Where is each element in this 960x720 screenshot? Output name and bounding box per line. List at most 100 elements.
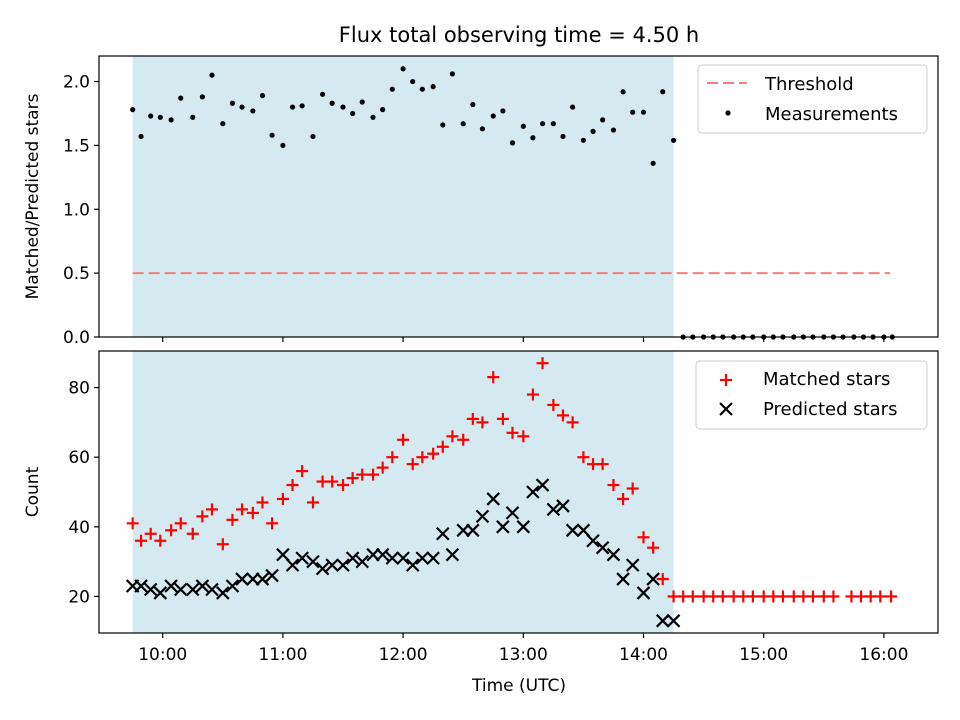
predicted-star-point xyxy=(153,586,168,600)
top-y-ticks: 0.0 0.5 1.0 1.5 2.0 xyxy=(63,73,99,348)
measurement-point xyxy=(130,107,136,113)
predicted-star-point xyxy=(586,533,600,548)
measurement-point xyxy=(550,121,556,127)
measurement-point xyxy=(660,89,666,95)
matched-star-point xyxy=(526,388,539,401)
x-tick-label: 13:00 xyxy=(499,645,548,665)
predicted-star-point xyxy=(405,558,420,572)
predicted-star-point xyxy=(336,558,350,572)
legend-predicted-label: Predicted stars xyxy=(763,399,897,420)
matched-star-point xyxy=(397,433,410,446)
top-legend-box xyxy=(697,64,928,134)
y-tick-label: 60 xyxy=(68,448,90,468)
top-x-ticks xyxy=(162,337,885,342)
legend-predicted-swatch xyxy=(719,402,733,416)
predicted-star-point xyxy=(306,554,320,569)
matched-star-point xyxy=(517,430,530,443)
predicted-star-point xyxy=(225,579,240,593)
predicted-star-point xyxy=(355,554,370,569)
matched-star-point xyxy=(416,451,429,464)
predicted-star-point xyxy=(546,502,561,517)
matched-star-point xyxy=(406,458,419,471)
measurement-point xyxy=(269,132,275,138)
matched-stars-points xyxy=(126,357,898,603)
predicted-star-point xyxy=(576,523,591,538)
bottom-legend-box xyxy=(695,360,928,430)
matched-star-point xyxy=(656,573,669,586)
predicted-star-point xyxy=(415,551,430,565)
measurement-point xyxy=(299,103,305,109)
legend-measurements-swatch xyxy=(725,110,731,116)
predicted-star-point xyxy=(445,547,460,562)
predicted-star-point xyxy=(505,506,520,520)
measurement-point xyxy=(460,121,466,127)
matched-star-point xyxy=(716,590,729,603)
measurement-point xyxy=(280,142,286,149)
predicted-star-point xyxy=(366,547,380,562)
legend-measurements-label: Measurements xyxy=(765,104,898,125)
x-tick-label: 14:00 xyxy=(619,645,668,665)
measurement-point xyxy=(289,104,296,110)
measurement-point xyxy=(590,128,596,134)
measurement-point xyxy=(560,133,566,140)
matched-star-point xyxy=(637,531,650,544)
predicted-star-point xyxy=(486,492,501,506)
measurement-point xyxy=(509,140,516,146)
measurement-point xyxy=(490,113,496,119)
x-tick-label: 16:00 xyxy=(859,645,908,665)
measurement-point xyxy=(440,122,446,128)
observing-window-shade-top xyxy=(132,56,674,337)
measurement-point xyxy=(640,109,647,115)
matched-star-point xyxy=(647,541,660,554)
matched-star-point xyxy=(885,590,898,603)
predicted-star-point xyxy=(516,520,531,534)
predicted-star-point xyxy=(616,572,630,586)
top-axes-frame xyxy=(98,55,939,338)
measurement-point xyxy=(449,71,455,77)
predicted-star-point xyxy=(164,579,178,593)
observing-window-shade-bottom xyxy=(132,351,674,633)
matched-star-point xyxy=(607,479,620,492)
matched-star-point xyxy=(144,527,157,540)
predicted-star-point xyxy=(295,551,309,565)
measurement-point xyxy=(359,99,365,105)
measurement-point xyxy=(310,133,316,140)
matched-star-point xyxy=(286,479,299,492)
measurement-point xyxy=(209,72,215,78)
predicted-star-point xyxy=(595,540,610,555)
predicted-star-point xyxy=(265,568,279,583)
x-tick-label: 12:00 xyxy=(379,645,428,665)
measurement-point xyxy=(199,94,205,100)
legend-matched-label: Matched stars xyxy=(763,369,890,390)
bottom-legend: Matched stars Predicted stars xyxy=(695,360,928,430)
measurement-point xyxy=(500,108,506,114)
measurement-point xyxy=(350,110,356,117)
predicted-star-point xyxy=(134,579,148,593)
top-panel: 0.00.51.01.52.0 Matched/Predicted stars … xyxy=(23,55,939,348)
top-legend: Threshold Measurements xyxy=(697,64,928,134)
measurement-point xyxy=(400,66,406,72)
matched-star-point xyxy=(547,398,560,411)
measurement-point xyxy=(620,89,626,95)
predicted-star-point xyxy=(315,561,330,576)
matched-star-point xyxy=(326,475,339,488)
predicted-star-point xyxy=(216,586,230,600)
y-tick-label: 0.0 xyxy=(63,328,90,348)
measurement-point xyxy=(600,117,606,123)
measurement-point xyxy=(530,135,536,141)
measurement-point xyxy=(430,84,436,90)
measurement-point xyxy=(650,160,656,166)
predicted-star-point xyxy=(345,551,360,565)
predicted-star-point xyxy=(655,614,670,628)
predicted-star-point xyxy=(285,558,300,572)
measurement-point xyxy=(580,137,587,143)
predicted-star-point xyxy=(396,551,410,565)
matched-star-point xyxy=(236,503,249,516)
matched-star-point xyxy=(566,416,579,429)
predicted-star-point xyxy=(526,485,540,499)
matched-star-point xyxy=(536,357,549,370)
matched-star-point xyxy=(556,409,569,422)
matched-star-point xyxy=(827,590,840,603)
matched-star-point xyxy=(276,492,289,505)
